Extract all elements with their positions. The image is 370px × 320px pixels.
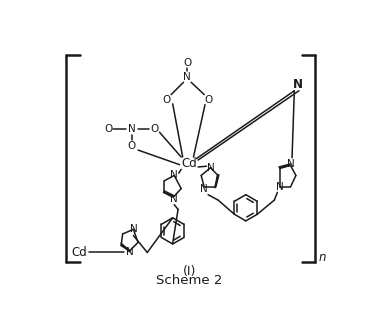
Text: O: O xyxy=(183,58,191,68)
Text: N: N xyxy=(287,159,295,169)
Text: N: N xyxy=(292,78,302,91)
Text: N: N xyxy=(184,72,191,82)
Text: N: N xyxy=(276,182,283,192)
Text: N: N xyxy=(170,194,178,204)
Text: Cd: Cd xyxy=(181,156,197,170)
Text: Scheme 2: Scheme 2 xyxy=(157,275,223,287)
Text: n: n xyxy=(318,251,326,264)
Text: N: N xyxy=(128,124,136,134)
Text: O: O xyxy=(151,124,159,134)
Text: N: N xyxy=(170,171,178,180)
Text: N: N xyxy=(130,224,137,234)
Text: O: O xyxy=(128,141,136,151)
Text: N: N xyxy=(206,163,214,173)
Text: (I): (I) xyxy=(183,265,196,278)
Text: N: N xyxy=(127,247,134,258)
Text: N: N xyxy=(201,184,208,194)
Text: O: O xyxy=(162,95,171,105)
Text: O: O xyxy=(205,95,213,105)
Text: Cd: Cd xyxy=(71,246,87,259)
Text: O: O xyxy=(105,124,113,134)
